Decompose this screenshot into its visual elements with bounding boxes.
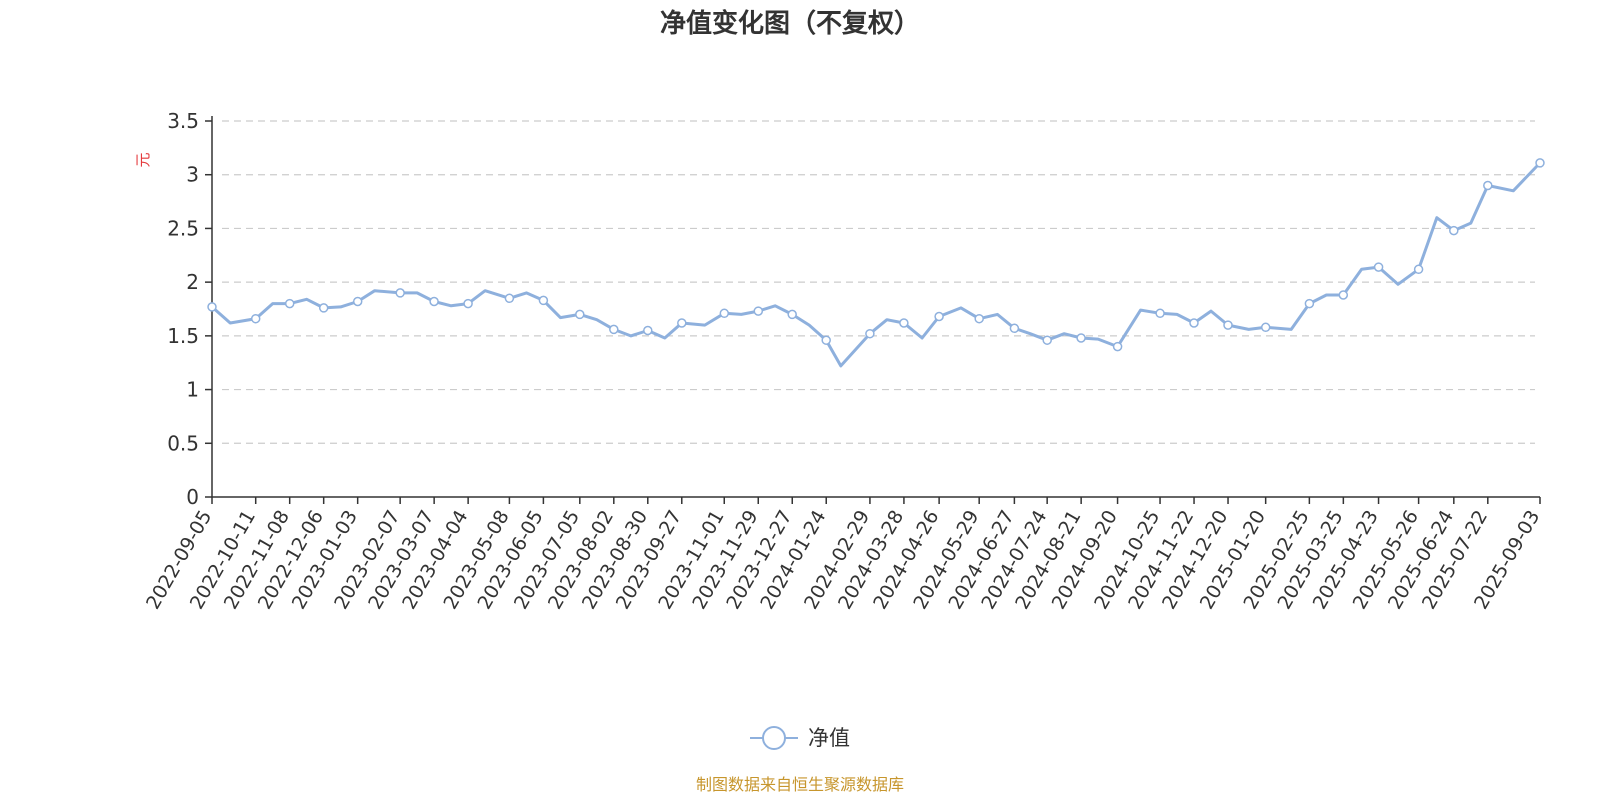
data-point[interactable] (250, 313, 261, 324)
y-tick-label: 2.5 (167, 216, 199, 240)
data-point[interactable] (1260, 322, 1271, 333)
data-point[interactable] (865, 328, 875, 339)
data-point[interactable] (1155, 308, 1165, 319)
data-point[interactable] (284, 298, 295, 309)
data-point[interactable] (609, 324, 619, 335)
data-point[interactable] (753, 306, 764, 316)
y-tick-label: 1 (186, 378, 199, 402)
x-axis: 2022-09-052022-10-112022-11-082022-12-06… (142, 496, 1544, 613)
data-point[interactable] (463, 298, 473, 309)
data-point[interactable] (1535, 158, 1545, 168)
chart-title: 净值变化图（不复权） (660, 8, 920, 39)
data-point[interactable] (318, 303, 329, 313)
data-point[interactable] (395, 288, 405, 298)
y-axis: 0 0.5 1 1.5 2 2.5 3 3.5 (167, 109, 213, 509)
y-tick-label: 0 (186, 485, 199, 509)
data-point[interactable] (538, 295, 549, 306)
data-point[interactable] (575, 309, 585, 320)
data-point[interactable] (821, 335, 831, 345)
data-point[interactable] (1112, 341, 1123, 352)
data-point[interactable] (1042, 335, 1052, 345)
data-point[interactable] (1338, 290, 1349, 300)
y-tick-label: 0.5 (167, 431, 199, 455)
data-point[interactable] (1304, 298, 1315, 309)
data-point[interactable] (429, 296, 439, 307)
legend[interactable]: 净值 (750, 726, 850, 750)
data-point[interactable] (934, 311, 944, 322)
y-tick-label: 3 (186, 163, 199, 187)
legend-marker-icon (762, 726, 786, 750)
data-point[interactable] (207, 302, 217, 312)
data-point[interactable] (1009, 323, 1020, 334)
y-tick-label: 1.5 (167, 324, 199, 348)
series-layer (207, 158, 1545, 368)
data-point[interactable] (504, 293, 515, 304)
data-point[interactable] (787, 309, 797, 320)
data-point[interactable] (677, 318, 687, 328)
data-point[interactable] (1373, 262, 1384, 272)
legend-label[interactable]: 净值 (808, 726, 850, 750)
data-point[interactable] (1076, 333, 1086, 343)
data-point[interactable] (1413, 264, 1424, 275)
data-point[interactable] (643, 325, 653, 336)
y-axis-unit-label: 元 (134, 152, 152, 167)
data-point[interactable] (352, 296, 363, 307)
data-point[interactable] (899, 318, 909, 328)
data-point[interactable] (1449, 225, 1459, 236)
y-tick-label: 2 (186, 270, 199, 294)
grid-lines (222, 120, 1535, 444)
y-tick-label: 3.5 (167, 109, 199, 133)
data-point[interactable] (1189, 318, 1199, 328)
data-point[interactable] (719, 308, 730, 319)
data-point[interactable] (974, 313, 984, 324)
data-point[interactable] (1223, 320, 1233, 330)
data-source-note: 制图数据来自恒生聚源数据库 (696, 775, 904, 794)
data-point[interactable] (1483, 180, 1493, 191)
